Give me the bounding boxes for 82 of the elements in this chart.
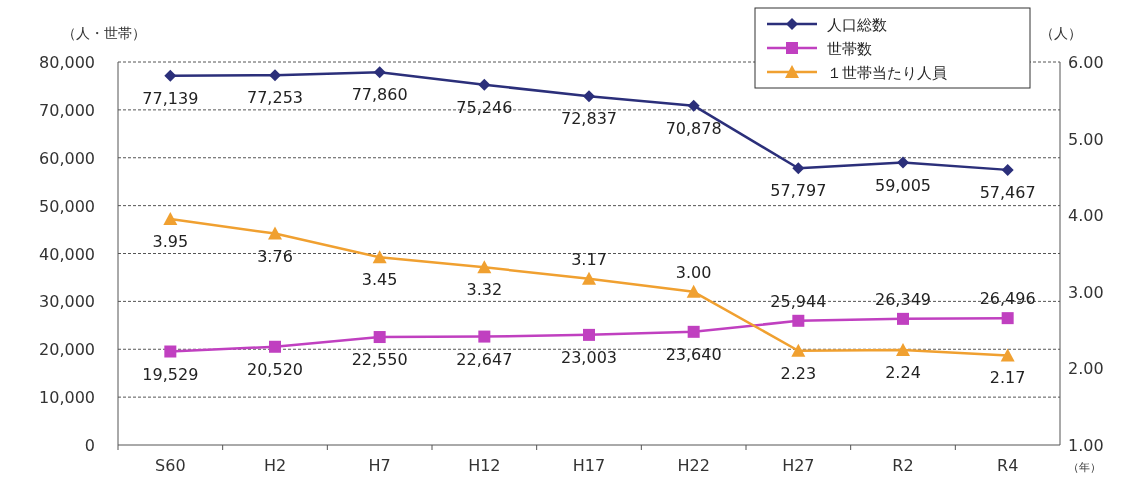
data-label: 2.17 bbox=[989, 368, 1026, 388]
data-label: 77,253 bbox=[247, 88, 303, 108]
point bbox=[478, 330, 491, 343]
y2-tick-label: 3.00 bbox=[1068, 282, 1104, 302]
y2-tick-label: 1.00 bbox=[1068, 436, 1104, 455]
x-tick-label: R4 bbox=[997, 456, 1019, 475]
point bbox=[687, 99, 700, 112]
y2-axis-title: （人） bbox=[1040, 25, 1082, 41]
point bbox=[1000, 348, 1015, 362]
data-label: 20,520 bbox=[247, 359, 303, 379]
x-tick-label: H7 bbox=[368, 456, 391, 475]
point bbox=[478, 78, 491, 91]
data-label: 19,529 bbox=[142, 364, 199, 384]
point bbox=[268, 226, 282, 240]
point bbox=[164, 69, 177, 82]
data-label: 23,003 bbox=[561, 347, 617, 367]
data-label: 57,467 bbox=[979, 182, 1036, 202]
y-tick-label: 10,000 bbox=[39, 388, 95, 408]
point bbox=[373, 331, 386, 344]
y-tick-label: 60,000 bbox=[39, 148, 95, 168]
point bbox=[1001, 312, 1014, 325]
point bbox=[269, 69, 281, 82]
data-label: 2.23 bbox=[780, 363, 817, 383]
data-label: 77,139 bbox=[142, 88, 199, 108]
point bbox=[686, 284, 701, 298]
y2-tick-label: 6.00 bbox=[1068, 53, 1104, 72]
point bbox=[477, 260, 492, 274]
y-tick-label: 80,000 bbox=[39, 53, 95, 72]
point bbox=[792, 314, 805, 327]
point bbox=[792, 162, 805, 175]
data-label: 23,640 bbox=[665, 344, 722, 364]
x-tick-label: H17 bbox=[572, 456, 606, 475]
data-label: 3.95 bbox=[152, 232, 189, 252]
data-label: 3.00 bbox=[675, 262, 712, 282]
y-tick-label: 70,000 bbox=[39, 100, 95, 120]
data-label: 22,647 bbox=[456, 349, 513, 369]
data-label: 70,878 bbox=[665, 118, 722, 138]
y-tick-label: 40,000 bbox=[39, 244, 95, 264]
point bbox=[896, 343, 910, 357]
data-label: 22,550 bbox=[351, 350, 408, 370]
point bbox=[1001, 163, 1014, 176]
x-tick-label: S60 bbox=[155, 456, 186, 475]
point bbox=[583, 328, 595, 341]
point bbox=[582, 271, 596, 285]
point bbox=[791, 343, 806, 357]
point bbox=[897, 156, 909, 169]
x-tick-label: H12 bbox=[468, 456, 501, 475]
x-tick-label: R2 bbox=[892, 456, 914, 475]
legend-label: １世帯当たり人員 bbox=[827, 64, 947, 82]
data-label: 75,246 bbox=[456, 97, 513, 117]
point bbox=[897, 312, 909, 325]
point bbox=[164, 345, 177, 358]
point bbox=[373, 66, 386, 79]
x-tick-label: H27 bbox=[782, 456, 815, 475]
legend-label: 人口総数 bbox=[827, 16, 887, 34]
data-label: 26,496 bbox=[979, 289, 1036, 309]
point bbox=[269, 340, 281, 353]
x-tick-label: H22 bbox=[677, 456, 710, 475]
data-label: 72,837 bbox=[561, 109, 617, 129]
y2-tick-label: 5.00 bbox=[1068, 129, 1104, 149]
x-axis-title: （年） bbox=[1068, 461, 1101, 474]
point bbox=[583, 90, 595, 103]
y-tick-label: 0 bbox=[84, 436, 95, 455]
legend-label: 世帯数 bbox=[827, 40, 872, 58]
point bbox=[163, 212, 178, 226]
data-label: 2.24 bbox=[885, 363, 921, 383]
y2-tick-label: 2.00 bbox=[1068, 359, 1104, 379]
data-label: 3.45 bbox=[361, 270, 398, 290]
y2-tick-label: 4.00 bbox=[1068, 206, 1104, 226]
x-tick-label: H2 bbox=[263, 456, 287, 475]
data-label: 57,797 bbox=[770, 181, 827, 201]
point bbox=[687, 325, 700, 338]
y-tick-label: 30,000 bbox=[39, 292, 95, 312]
data-label: 26,349 bbox=[875, 289, 931, 309]
y-tick-label: 50,000 bbox=[39, 196, 95, 216]
y-tick-label: 20,000 bbox=[39, 340, 95, 360]
point bbox=[372, 250, 387, 264]
data-label: 59,005 bbox=[875, 175, 931, 195]
data-label: 3.32 bbox=[466, 280, 503, 300]
y-axis-title: （人・世帯） bbox=[62, 25, 146, 41]
data-label: 3.17 bbox=[571, 249, 607, 269]
data-label: 77,860 bbox=[351, 85, 408, 105]
